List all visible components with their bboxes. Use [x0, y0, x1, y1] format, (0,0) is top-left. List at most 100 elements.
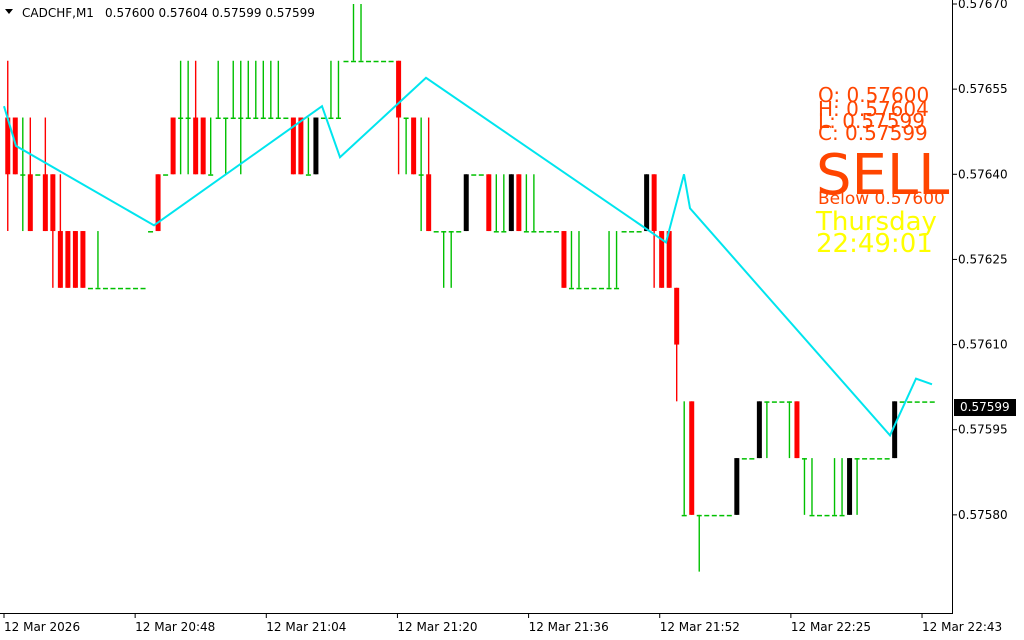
- candle-body: [493, 231, 499, 233]
- overlay-close: C: 0.57599: [818, 121, 928, 145]
- candle-body: [711, 514, 717, 517]
- candle-body: [448, 231, 454, 233]
- candle-body: [884, 458, 890, 460]
- candle-body: [268, 117, 274, 120]
- time-axis: 12 Mar 2026 12 Mar 20:48 12 Mar 21:04 12 Ma…: [3, 613, 1002, 634]
- price-axis: 0.57670 0.57655 0.57640 0.57625 0.57610 0.575…: [952, 0, 1008, 522]
- candle-body: [501, 231, 507, 233]
- price-badge: 0.57599: [954, 399, 1016, 417]
- symbol-label: CADCHF,M1: [22, 6, 94, 20]
- candles-layer: [5, 4, 935, 572]
- x-tick-label: 12 Mar 21:36: [529, 620, 609, 634]
- candle-body: [313, 117, 319, 175]
- candle-body: [726, 514, 732, 517]
- candle-body: [35, 174, 41, 176]
- candle-body: [538, 231, 544, 233]
- x-tick-label: 12 Mar 21:52: [660, 620, 740, 634]
- candle-body: [283, 117, 289, 120]
- signal-text: SELL: [816, 143, 949, 208]
- candle-body: [749, 458, 755, 460]
- candle-body: [568, 287, 574, 290]
- candle-body: [771, 401, 777, 403]
- candle-body: [57, 231, 63, 288]
- candle-body: [847, 458, 853, 515]
- candle-body: [824, 514, 830, 517]
- candle-body: [666, 231, 672, 288]
- candle-body: [411, 117, 417, 175]
- candle-body: [854, 458, 860, 460]
- overlay-day: Thursday: [815, 207, 937, 237]
- candle-body: [817, 514, 822, 517]
- y-tick-label: 0.57580: [958, 508, 1008, 522]
- candle-body: [899, 401, 905, 403]
- candle-body: [441, 231, 447, 233]
- signal-below: Below 0.57600: [818, 189, 945, 209]
- candle-body: [200, 117, 206, 175]
- candle-body: [185, 117, 191, 120]
- plot-area: [0, 0, 952, 614]
- ohlc-values: 0.57600 0.57604 0.57599 0.57599: [105, 6, 315, 20]
- candle-body: [388, 60, 394, 63]
- candle-body: [456, 231, 462, 233]
- zigzag-line: [3, 76, 933, 438]
- candle-body: [193, 117, 199, 175]
- candle-body: [260, 117, 266, 120]
- candle-body: [531, 231, 537, 233]
- x-tick-label: 12 Mar 20:48: [135, 620, 215, 634]
- x-tick-label: 12 Mar 21:20: [397, 620, 477, 634]
- candle-body: [659, 231, 665, 288]
- candle-body: [591, 287, 597, 290]
- y-tick-label: 0.57610: [958, 338, 1008, 352]
- candle-body: [163, 174, 169, 176]
- x-tick-label: 12 Mar 22:25: [791, 620, 871, 634]
- candle-body: [877, 458, 883, 460]
- candle-body: [719, 514, 725, 517]
- candle-body: [373, 60, 379, 63]
- candle-body: [756, 401, 762, 459]
- candle-body: [358, 60, 364, 63]
- candle-body: [914, 401, 920, 403]
- candle-body: [396, 60, 402, 118]
- candle-body: [433, 231, 439, 233]
- overlay-time: 22:49:01: [816, 229, 933, 259]
- candle-body: [621, 231, 627, 233]
- candle-body: [734, 458, 740, 515]
- candle-body: [486, 174, 492, 232]
- candle-body: [215, 117, 221, 120]
- candle-body: [629, 231, 635, 233]
- candle-body: [681, 514, 687, 517]
- candle-body: [862, 458, 868, 460]
- candle-body: [809, 514, 815, 517]
- candle-body: [65, 231, 71, 288]
- x-tick-label: 12 Mar 21:04: [266, 620, 346, 634]
- candle-body: [110, 287, 116, 290]
- overlay-high: H: 0.57604: [818, 97, 929, 121]
- candle-body: [779, 401, 785, 403]
- candle-body: [42, 174, 48, 232]
- candle-body: [230, 117, 236, 120]
- x-tick-label: 12 Mar 2026: [4, 620, 80, 634]
- y-tick-label: 0.57595: [958, 423, 1008, 437]
- candle-body: [140, 287, 146, 290]
- candle-body: [674, 287, 680, 345]
- x-tick-label: 12 Mar 22:43: [922, 620, 1002, 634]
- candle-body: [72, 231, 78, 288]
- candle-body: [170, 117, 176, 175]
- candle-body: [584, 287, 589, 290]
- candle-body: [478, 174, 484, 176]
- candle-body: [20, 174, 26, 176]
- candle-body: [553, 231, 559, 233]
- signal-overlay: O: 0.57600 H: 0.57604 L: 0.57599 C: 0.57…: [815, 83, 949, 259]
- candle-body: [305, 174, 311, 176]
- candle-body: [546, 231, 552, 233]
- candle-body: [599, 287, 605, 290]
- candle-body: [832, 514, 838, 517]
- candle-body: [689, 401, 695, 515]
- overlay-low: L: 0.57599: [818, 109, 925, 133]
- candle-body: [208, 174, 214, 176]
- chevron-down-icon[interactable]: [5, 9, 13, 14]
- candle-body: [523, 231, 529, 233]
- candle-body: [27, 174, 33, 232]
- y-tick-label: 0.57670: [958, 0, 1008, 11]
